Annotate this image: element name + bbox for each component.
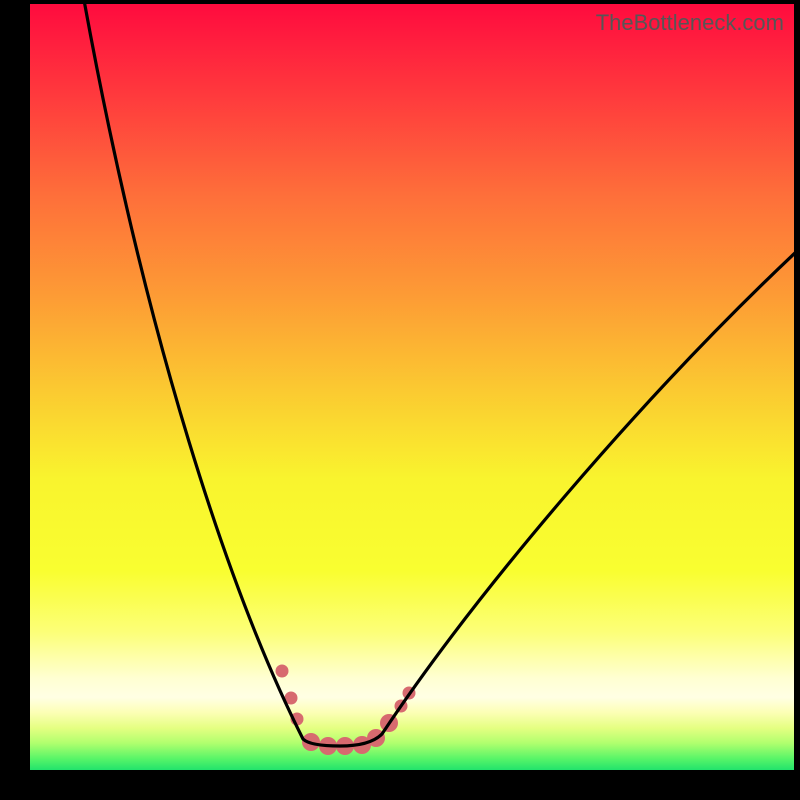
trough-dot bbox=[276, 665, 289, 678]
curve-layer bbox=[30, 4, 794, 770]
bottleneck-curve bbox=[82, 4, 794, 746]
plot-area: TheBottleneck.com bbox=[30, 4, 794, 770]
dot-group bbox=[276, 665, 416, 756]
watermark-text: TheBottleneck.com bbox=[596, 10, 784, 36]
chart-frame: TheBottleneck.com bbox=[0, 0, 800, 800]
